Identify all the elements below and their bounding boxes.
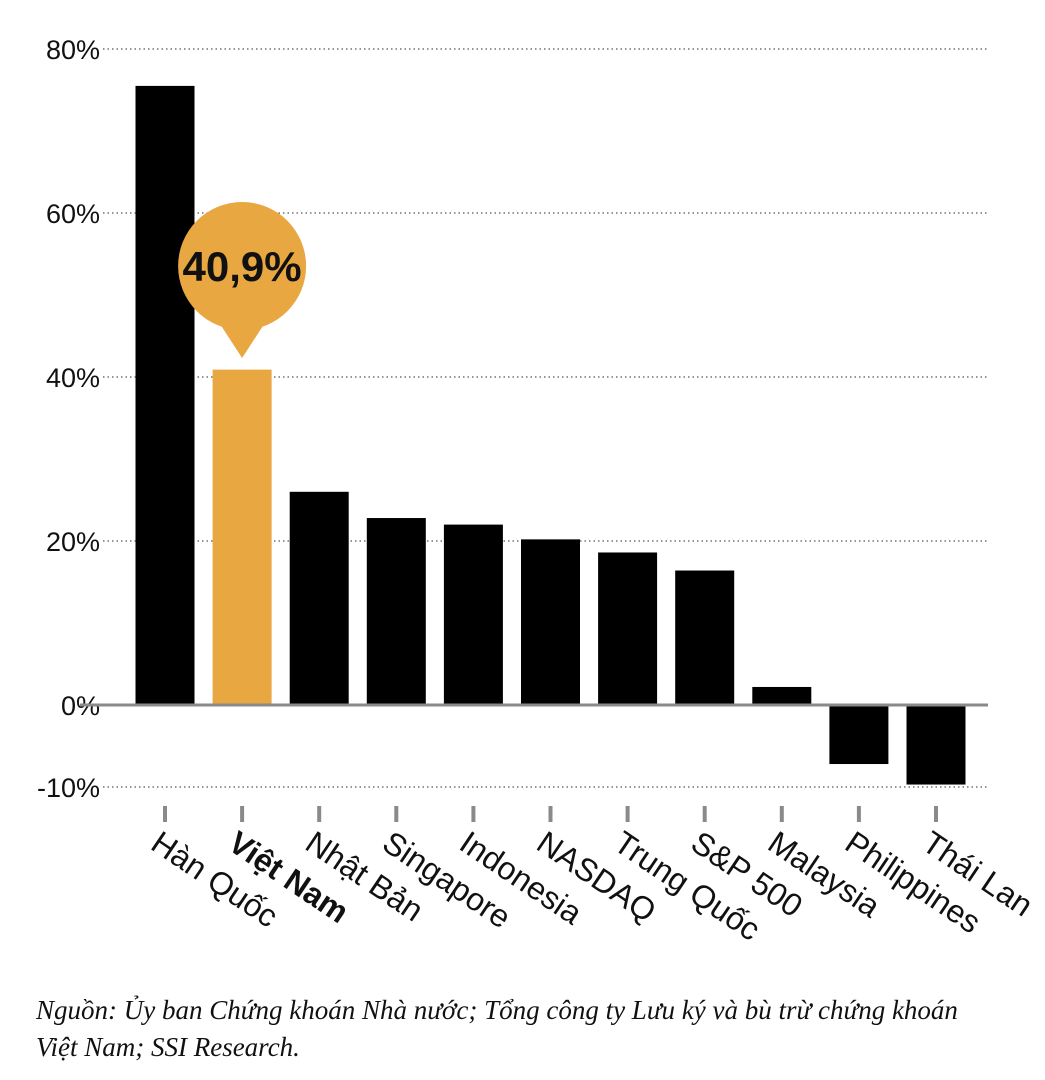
y-tick-label: 80% (46, 35, 100, 65)
y-tick-label: 60% (46, 199, 100, 229)
bar-9 (829, 705, 889, 765)
highlight-value-label: 40,9% (183, 243, 302, 290)
y-tick-label: -10% (37, 773, 100, 803)
source-note: Nguồn: Ủy ban Chứng khoán Nhà nước; Tổng… (36, 995, 958, 1062)
bar-10 (906, 705, 966, 785)
bar-7 (675, 570, 735, 705)
y-tick-label: 20% (46, 527, 100, 557)
bar-3 (366, 518, 426, 705)
bar-1 (212, 369, 272, 705)
bar-2 (289, 491, 349, 705)
highlight-callout: 40,9% (178, 202, 307, 358)
y-tick-label: 40% (46, 363, 100, 393)
x-axis-tick-marks (163, 806, 938, 822)
bar-5 (521, 539, 580, 705)
y-axis-tick-labels: 80%60%40%20%0%-10% (37, 35, 100, 803)
bars (135, 85, 966, 785)
bar-6 (598, 552, 658, 705)
bar-0 (135, 85, 195, 705)
callout-bubble (178, 202, 307, 330)
bar-8 (752, 686, 812, 705)
bar-4 (443, 524, 503, 705)
